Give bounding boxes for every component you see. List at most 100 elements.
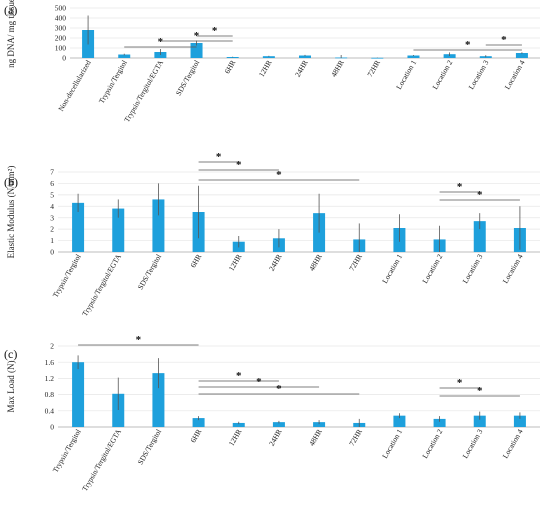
x-tick-label: Location 2 xyxy=(420,427,444,460)
y-tick-label: 7 xyxy=(50,168,54,177)
bar xyxy=(112,208,125,252)
x-tick-label: Trypsin/Tergitol xyxy=(51,253,83,300)
x-tick-label: Location 3 xyxy=(467,58,491,91)
significance-star: * xyxy=(158,36,164,48)
x-tick-label: Location 1 xyxy=(394,58,418,91)
bar xyxy=(443,54,456,58)
x-tick-label: Location 1 xyxy=(380,252,404,285)
bar xyxy=(112,393,125,427)
bar xyxy=(371,57,384,59)
bar xyxy=(393,415,406,427)
x-tick-label: Location 2 xyxy=(430,58,454,91)
x-tick-label: 72HR xyxy=(347,253,364,273)
x-tick-label: Non-decellularized xyxy=(56,58,93,112)
bar xyxy=(473,221,486,252)
bar xyxy=(272,422,285,427)
panel-label: (b) xyxy=(4,175,18,189)
x-tick-label: SDS/Tergitol xyxy=(136,428,163,467)
bar xyxy=(262,56,275,58)
y-tick-label: 0.8 xyxy=(45,390,55,399)
significance-star: * xyxy=(216,151,222,163)
bar xyxy=(407,55,420,58)
bar xyxy=(513,415,526,427)
y-tick-label: 100 xyxy=(55,44,67,53)
bar xyxy=(232,422,245,427)
y-tick-label: 1.2 xyxy=(45,374,55,383)
x-tick-label: SDS/Tergitol xyxy=(174,59,201,98)
panel-label: (a) xyxy=(4,3,17,17)
y-tick-label: 4 xyxy=(50,202,54,211)
y-tick-label: 1.6 xyxy=(45,358,55,367)
y-tick-label: 6 xyxy=(50,179,54,188)
significance-star: * xyxy=(457,181,463,193)
y-tick-label: 5 xyxy=(50,190,54,199)
bar xyxy=(473,415,486,427)
x-tick-label: Location 2 xyxy=(420,252,444,285)
significance-star: * xyxy=(236,370,242,382)
x-tick-label: Location 3 xyxy=(461,427,485,460)
y-tick-label: 200 xyxy=(55,34,67,43)
x-tick-label: Location 1 xyxy=(380,427,404,460)
x-tick-label: 12HR xyxy=(227,428,244,448)
y-tick-label: 0 xyxy=(50,248,54,257)
bar xyxy=(72,202,85,252)
y-tick-label: 0 xyxy=(50,423,54,432)
x-tick-label: Location 3 xyxy=(461,252,485,285)
x-tick-label: 24HR xyxy=(293,59,310,79)
bar xyxy=(72,362,85,427)
x-tick-label: Trypsin/Tergitol/EGTA xyxy=(80,252,123,318)
significance-star: * xyxy=(256,376,262,388)
x-tick-label: 24HR xyxy=(267,253,284,273)
significance-star: * xyxy=(477,189,483,201)
y-tick-label: 2 xyxy=(50,225,54,234)
x-tick-label: 72HR xyxy=(365,59,382,79)
significance-star: * xyxy=(212,25,218,37)
y-tick-label: 1 xyxy=(50,236,54,245)
x-tick-label: 48HR xyxy=(307,428,324,448)
x-tick-label: 72HR xyxy=(347,428,364,448)
y-axis-label: ng DNA/ mg tissue xyxy=(6,0,16,68)
x-tick-label: Location 4 xyxy=(501,427,525,460)
significance-star: * xyxy=(236,159,242,171)
y-axis-label: Max Load (N) xyxy=(6,361,16,413)
y-tick-label: 500 xyxy=(55,4,67,13)
bar xyxy=(192,418,205,427)
y-tick-label: 300 xyxy=(55,24,67,33)
x-tick-label: 6HR xyxy=(223,59,238,76)
bar xyxy=(118,54,131,58)
y-axis-label: Elastic Modulus (N/mm²) xyxy=(6,166,16,259)
significance-star: * xyxy=(276,169,282,181)
bar xyxy=(313,422,326,427)
x-tick-label: Location 4 xyxy=(501,252,525,285)
significance-star: * xyxy=(276,383,282,395)
bar xyxy=(433,418,446,427)
x-tick-label: 24HR xyxy=(267,428,284,448)
chart-panel-2: (b) 0 1 2 3 4 5 6 7 Elastic Modulus (N/mm²) Trypsi… xyxy=(4,151,540,318)
x-tick-label: 12HR xyxy=(227,253,244,273)
x-tick-label: Trypsin/Tergitol xyxy=(97,59,129,106)
x-tick-label: 12HR xyxy=(257,59,274,79)
bar xyxy=(152,199,165,252)
x-tick-label: Location 4 xyxy=(503,58,527,91)
bar xyxy=(299,55,311,58)
significance-star: * xyxy=(136,334,142,346)
significance-star: * xyxy=(465,39,471,51)
bar xyxy=(515,53,528,58)
significance-star: * xyxy=(477,385,483,397)
y-tick-label: 0 xyxy=(62,54,66,63)
y-tick-label: 3 xyxy=(50,213,54,222)
x-tick-label: Trypsin/Tergitol xyxy=(51,428,83,475)
y-tick-label: 2 xyxy=(50,342,54,351)
bar xyxy=(226,57,239,58)
x-tick-label: 6HR xyxy=(188,428,203,445)
x-tick-label: 6HR xyxy=(188,253,203,270)
significance-star: * xyxy=(501,34,507,46)
x-tick-label: SDS/Tergitol xyxy=(136,253,163,292)
chart-panel-3: (c) 0 0.4 0.8 1.2 1.6 2 Max Load (N) Trypsin/Ter… xyxy=(4,334,540,493)
bar xyxy=(152,373,165,427)
significance-star: * xyxy=(457,377,463,389)
y-tick-label: 0.4 xyxy=(45,406,55,415)
x-tick-label: 48HR xyxy=(329,59,346,79)
